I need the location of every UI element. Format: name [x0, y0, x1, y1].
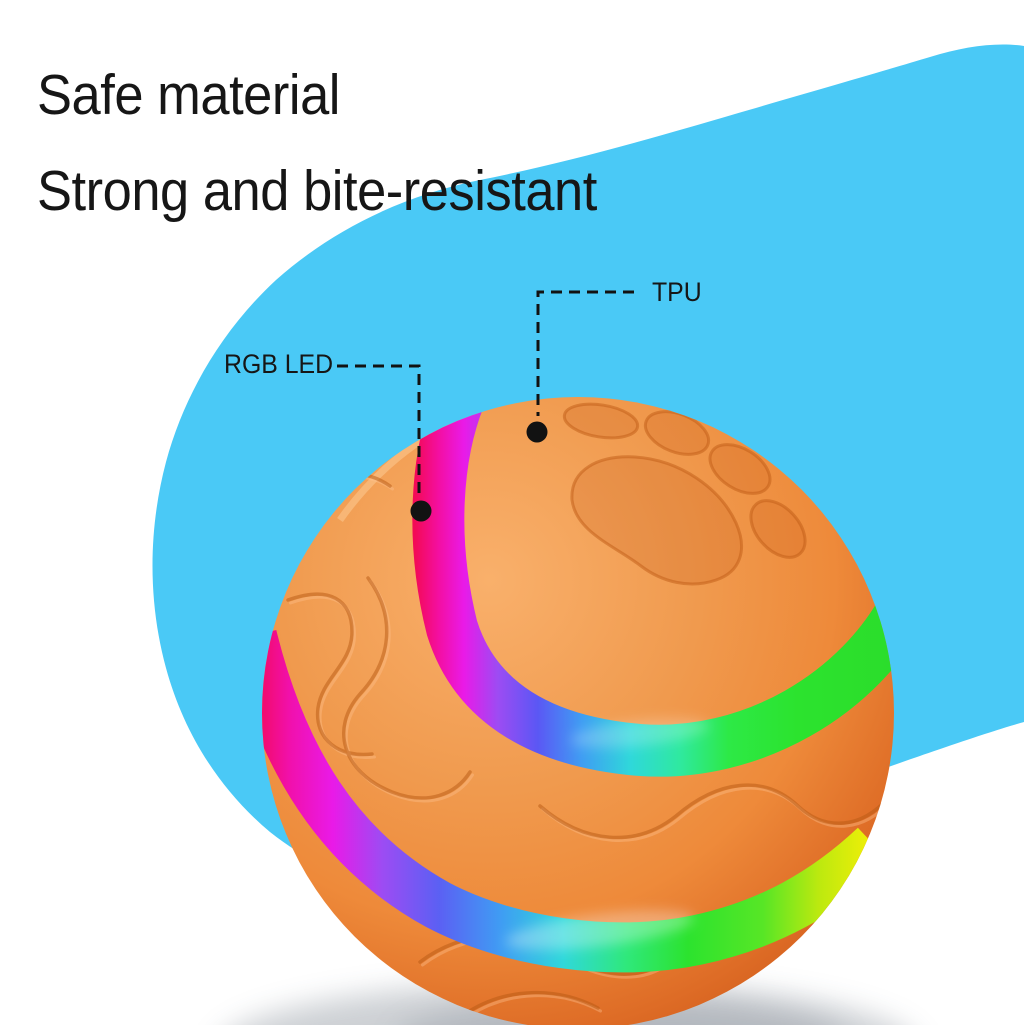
headline-line2: Strong and bite-resistant — [37, 159, 597, 223]
groove-wave — [342, 576, 472, 800]
paw-toe — [749, 499, 807, 559]
headline-line1: Safe material — [37, 63, 340, 127]
rgb-stripe-upper — [412, 397, 894, 777]
callout-label-rgb-led: RGB LED — [224, 349, 334, 379]
paw-toe — [643, 410, 711, 456]
paw-pad — [570, 455, 743, 586]
callout-leaders — [337, 290, 634, 496]
groove-wave — [538, 783, 890, 840]
paw-toe — [562, 402, 640, 440]
rgb-led-leader-line — [337, 364, 421, 496]
paw-toe — [708, 443, 772, 495]
tpu-leader-line — [536, 290, 634, 416]
groove-wave — [286, 592, 374, 757]
stripe-sheen — [505, 718, 710, 950]
callout-label-tpu: TPU — [652, 277, 702, 307]
tpu-anchor-dot — [526, 421, 548, 443]
rgb-led-anchor-dot — [410, 500, 432, 522]
groove-wave — [466, 991, 600, 1014]
